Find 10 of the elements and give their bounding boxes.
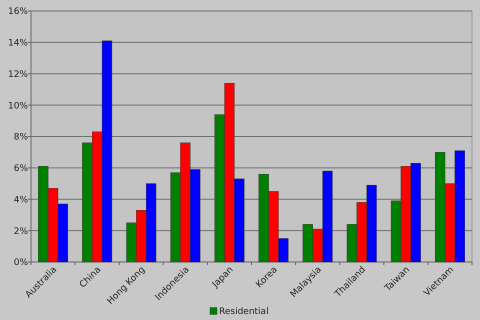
y-tick-label: 4% <box>14 195 28 206</box>
y-tick-label: 6% <box>14 164 28 174</box>
legend-label: Residential <box>219 307 269 318</box>
y-tick-label: 16% <box>8 7 28 18</box>
y-tick-label: 12% <box>8 70 28 80</box>
y-tick-label: 14% <box>8 38 28 49</box>
y-tick-label: 0% <box>14 258 28 268</box>
y-tick-label: 8% <box>14 132 28 143</box>
y-tick-label: 2% <box>14 226 28 237</box>
y-tick-label: 10% <box>8 101 28 112</box>
